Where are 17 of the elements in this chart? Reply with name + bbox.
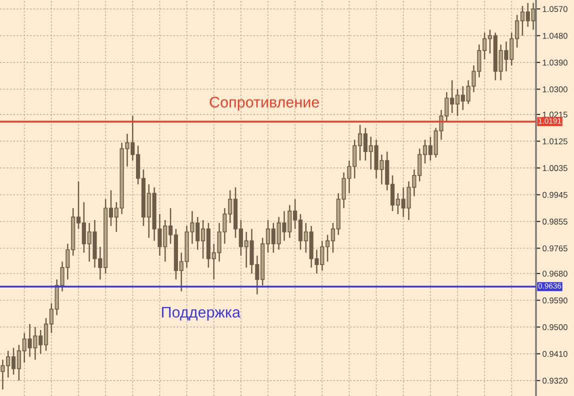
y-tick-label: 0.9320 bbox=[542, 378, 568, 384]
y-tick-label: 0.9410 bbox=[542, 350, 568, 357]
y-tick-label: 1.0300 bbox=[542, 86, 568, 92]
y-tick-label: 1.0570 bbox=[542, 6, 568, 12]
y-tick-label: 0.9765 bbox=[542, 245, 568, 252]
y-tick-label: 1.0390 bbox=[542, 60, 568, 66]
y-tick-label: 1.0480 bbox=[542, 32, 568, 39]
y-tick-label: 0.9590 bbox=[542, 297, 568, 304]
y-tick-label: 0.9500 bbox=[542, 324, 568, 330]
y-tick-label: 0.9855 bbox=[542, 218, 568, 225]
y-tick-label: 0.9945 bbox=[542, 192, 568, 198]
y-tick-label: 1.0215 bbox=[542, 112, 568, 118]
y-tick-label: 1.0035 bbox=[542, 165, 568, 172]
annotation: Поддержка bbox=[162, 306, 240, 321]
y-tick-label: 1.0125 bbox=[542, 138, 568, 144]
y-tick-label: 0.9680 bbox=[542, 270, 568, 277]
annotation: Сопротивление bbox=[210, 96, 319, 111]
